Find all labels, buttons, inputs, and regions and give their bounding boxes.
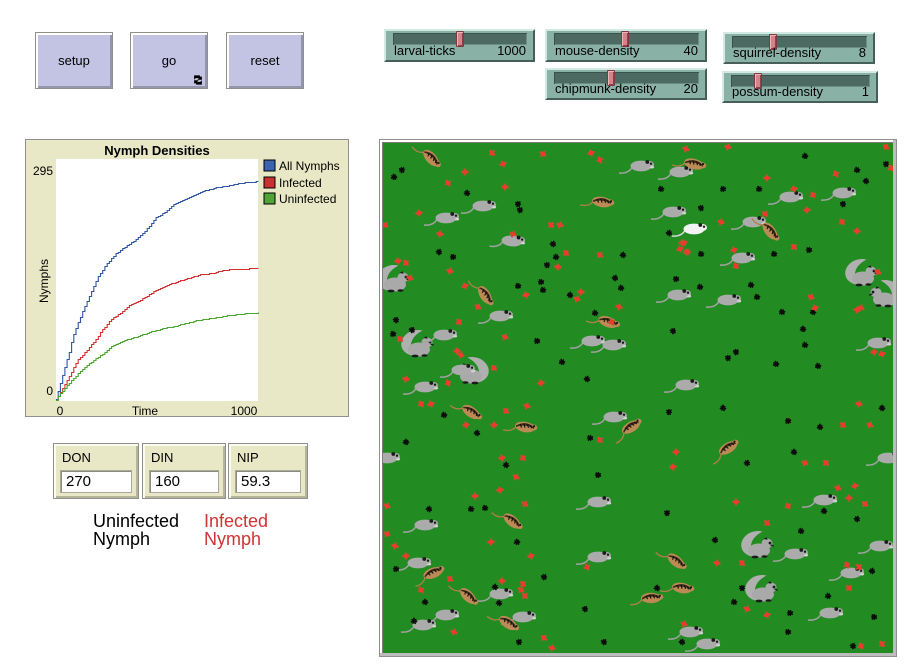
svg-text:All Nymphs: All Nymphs xyxy=(279,159,340,173)
svg-text:Time: Time xyxy=(132,404,159,416)
svg-text:Infected: Infected xyxy=(279,176,322,190)
svg-text:295: 295 xyxy=(33,164,53,178)
svg-text:Nymphs: Nymphs xyxy=(37,259,51,303)
svg-text:0: 0 xyxy=(46,384,53,398)
svg-text:0: 0 xyxy=(57,404,64,416)
svg-text:1000: 1000 xyxy=(231,404,258,416)
svg-text:Uninfected: Uninfected xyxy=(279,192,336,206)
svg-text:Nymph Densities: Nymph Densities xyxy=(104,143,209,158)
